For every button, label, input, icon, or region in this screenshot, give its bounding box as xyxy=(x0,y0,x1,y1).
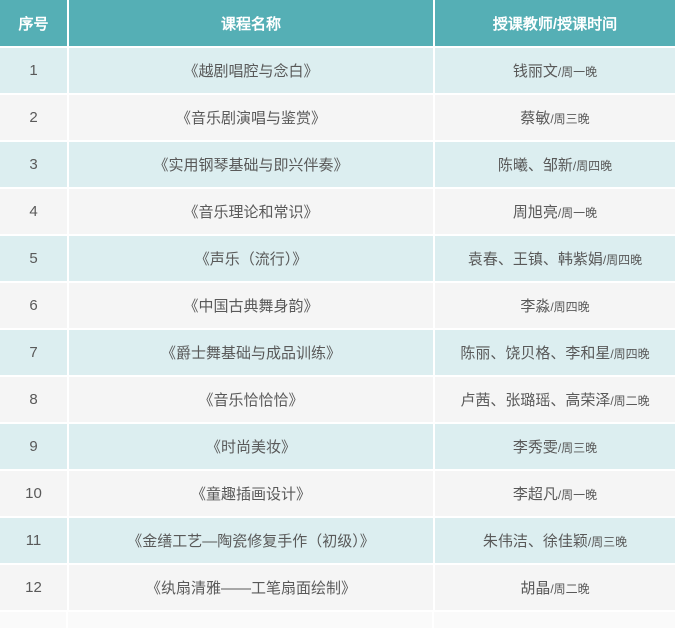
table-header: 序号 课程名称 授课教师/授课时间 xyxy=(0,0,675,48)
teacher-time-cell: 李淼/周四晚 xyxy=(434,282,675,330)
teacher-names: 胡晶 xyxy=(520,580,551,597)
row-index: 11 xyxy=(0,517,69,565)
teacher-time-cell: 陈曦、邹新/周四晚 xyxy=(434,141,675,189)
teacher-time-cell: 蔡敏/周三晚 xyxy=(434,94,675,142)
partial-next-row xyxy=(0,612,675,628)
teacher-time-cell: 李超凡/周一晚 xyxy=(434,470,675,518)
teacher-time-cell: 胡晶/周二晚 xyxy=(434,564,675,612)
time-slot: /周四晚 xyxy=(572,159,613,173)
row-index: 5 xyxy=(0,235,69,283)
teacher-time-cell: 朱伟洁、徐佳颖/周三晚 xyxy=(434,517,675,565)
row-index: 8 xyxy=(0,376,69,424)
teacher-names: 陈丽、饶贝格、李和星 xyxy=(460,345,611,362)
row-index: 6 xyxy=(0,282,69,330)
course-name: 《爵士舞基础与成品训练》 xyxy=(68,329,435,377)
course-table-body: 1 《越剧唱腔与念白》 钱丽文/周一晚 2 《音乐剧演唱与鉴赏》 蔡敏/周三晚 … xyxy=(0,47,675,612)
row-index: 9 xyxy=(0,423,69,471)
teacher-names: 蔡敏 xyxy=(520,110,551,127)
table-row: 6 《中国古典舞身韵》 李淼/周四晚 xyxy=(0,282,675,330)
teacher-time-cell: 李秀雯/周三晚 xyxy=(434,423,675,471)
teacher-names: 袁春、王镇、韩紫娟 xyxy=(467,251,603,268)
table-row: 7 《爵士舞基础与成品训练》 陈丽、饶贝格、李和星/周四晚 xyxy=(0,329,675,377)
table-row: 9 《时尚美妆》 李秀雯/周三晚 xyxy=(0,423,675,471)
teacher-time-cell: 卢茜、张璐瑶、高荣泽/周二晚 xyxy=(434,376,675,424)
time-slot: /周一晚 xyxy=(557,65,598,79)
time-slot: /周三晚 xyxy=(557,441,598,455)
table-row: 4 《音乐理论和常识》 周旭亮/周一晚 xyxy=(0,188,675,236)
teacher-names: 钱丽文 xyxy=(512,63,558,80)
partial-cell-teacher xyxy=(434,612,675,628)
teacher-names: 李秀雯 xyxy=(512,439,558,456)
time-slot: /周二晚 xyxy=(550,582,590,596)
time-slot: /周二晚 xyxy=(610,394,650,408)
course-name: 《声乐（流行）》 xyxy=(68,235,435,283)
table-row: 12 《纨扇清雅——工笔扇面绘制》 胡晶/周二晚 xyxy=(0,564,675,612)
time-slot: /周四晚 xyxy=(550,300,590,314)
time-slot: /周三晚 xyxy=(550,112,590,126)
course-name: 《音乐剧演唱与鉴赏》 xyxy=(68,94,435,142)
time-slot: /周四晚 xyxy=(610,347,650,361)
time-slot: /周三晚 xyxy=(587,535,628,549)
row-index: 10 xyxy=(0,470,69,518)
course-name: 《金缮工艺—陶瓷修复手作（初级）》 xyxy=(68,517,435,565)
course-name: 《时尚美妆》 xyxy=(68,423,435,471)
teacher-names: 卢茜、张璐瑶、高荣泽 xyxy=(460,392,611,409)
teacher-time-cell: 周旭亮/周一晚 xyxy=(434,188,675,236)
time-slot: /周一晚 xyxy=(557,206,598,220)
course-name: 《实用钢琴基础与即兴伴奏》 xyxy=(68,141,435,189)
time-slot: /周四晚 xyxy=(602,253,643,267)
table-row: 11 《金缮工艺—陶瓷修复手作（初级）》 朱伟洁、徐佳颖/周三晚 xyxy=(0,517,675,565)
teacher-time-cell: 钱丽文/周一晚 xyxy=(434,47,675,95)
table-row: 2 《音乐剧演唱与鉴赏》 蔡敏/周三晚 xyxy=(0,94,675,142)
table-row: 8 《音乐恰恰恰》 卢茜、张璐瑶、高荣泽/周二晚 xyxy=(0,376,675,424)
row-index: 4 xyxy=(0,188,69,236)
teacher-time-cell: 陈丽、饶贝格、李和星/周四晚 xyxy=(434,329,675,377)
teacher-names: 李淼 xyxy=(520,298,551,315)
course-schedule-table: 序号 课程名称 授课教师/授课时间 1 《越剧唱腔与念白》 钱丽文/周一晚 2 … xyxy=(0,0,675,612)
partial-cell-index xyxy=(0,612,66,628)
row-index: 2 xyxy=(0,94,69,142)
time-slot: /周一晚 xyxy=(557,488,598,502)
column-header-index: 序号 xyxy=(0,0,69,48)
row-index: 1 xyxy=(0,47,69,95)
row-index: 12 xyxy=(0,564,69,612)
table-row: 5 《声乐（流行）》 袁春、王镇、韩紫娟/周四晚 xyxy=(0,235,675,283)
table-row: 10 《童趣插画设计》 李超凡/周一晚 xyxy=(0,470,675,518)
row-index: 3 xyxy=(0,141,69,189)
teacher-names: 李超凡 xyxy=(512,486,558,503)
table-row: 3 《实用钢琴基础与即兴伴奏》 陈曦、邹新/周四晚 xyxy=(0,141,675,189)
column-header-course: 课程名称 xyxy=(68,0,435,48)
course-name: 《童趣插画设计》 xyxy=(68,470,435,518)
row-index: 7 xyxy=(0,329,69,377)
course-name: 《纨扇清雅——工笔扇面绘制》 xyxy=(68,564,435,612)
header-row: 序号 课程名称 授课教师/授课时间 xyxy=(0,0,675,48)
teacher-names: 周旭亮 xyxy=(512,204,558,221)
course-name: 《越剧唱腔与念白》 xyxy=(68,47,435,95)
course-name: 《音乐恰恰恰》 xyxy=(68,376,435,424)
table-row: 1 《越剧唱腔与念白》 钱丽文/周一晚 xyxy=(0,47,675,95)
partial-cell-course xyxy=(68,612,432,628)
teacher-time-cell: 袁春、王镇、韩紫娟/周四晚 xyxy=(434,235,675,283)
course-name: 《音乐理论和常识》 xyxy=(68,188,435,236)
teacher-names: 陈曦、邹新 xyxy=(497,157,573,174)
teacher-names: 朱伟洁、徐佳颖 xyxy=(482,533,588,550)
column-header-teacher-time: 授课教师/授课时间 xyxy=(434,0,675,48)
course-name: 《中国古典舞身韵》 xyxy=(68,282,435,330)
